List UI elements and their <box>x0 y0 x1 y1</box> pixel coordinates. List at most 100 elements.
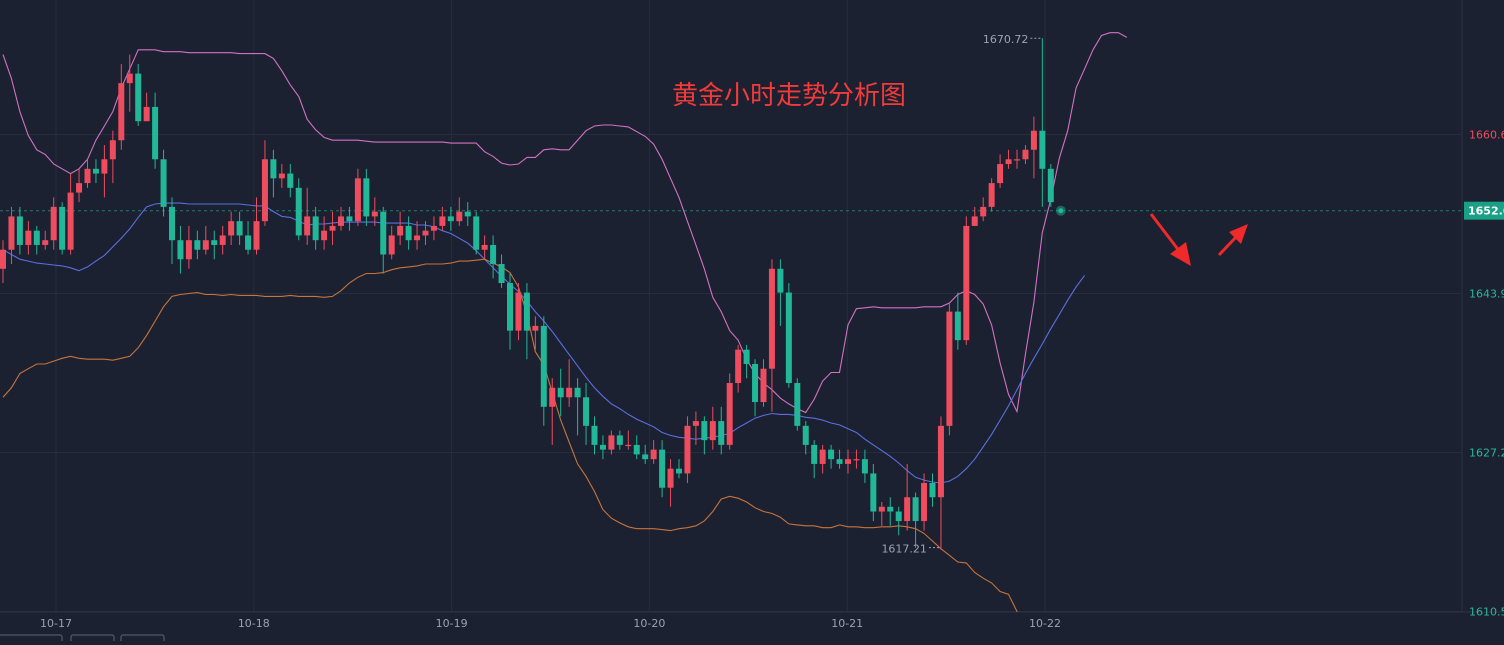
candle-body <box>439 216 446 226</box>
candle-body <box>321 230 328 241</box>
candle-body <box>650 449 657 460</box>
x-tick-label: 10-20 <box>633 617 665 630</box>
candle-body <box>633 444 640 455</box>
candle-body <box>143 106 150 122</box>
candle-body <box>599 444 606 450</box>
candle-body <box>819 449 826 464</box>
x-tick-label: 10-18 <box>238 617 270 630</box>
candle-body <box>312 216 319 241</box>
candle-body <box>1014 159 1020 161</box>
candle-body <box>861 459 868 474</box>
low-price-label: 1617.21 <box>881 543 927 556</box>
candle-body <box>202 240 209 250</box>
candle-body <box>456 211 463 222</box>
candle-body <box>0 249 6 269</box>
candle-body <box>954 311 961 341</box>
candle-body <box>194 240 201 250</box>
candle-body <box>76 183 83 193</box>
grid-lines <box>0 0 1504 613</box>
candle-body <box>1030 130 1037 150</box>
candle-body <box>354 178 361 222</box>
up-arrow-icon <box>1217 224 1248 257</box>
candle-body <box>1022 149 1029 160</box>
candles <box>0 38 1054 550</box>
candle-body <box>261 159 268 222</box>
candle-body <box>414 235 421 241</box>
candle-body <box>845 459 851 464</box>
candle-body <box>253 221 260 250</box>
candle-body <box>101 159 108 174</box>
candle-body <box>591 425 598 445</box>
candle-body <box>760 368 767 403</box>
candle-body <box>59 206 66 250</box>
candle-body <box>752 363 759 403</box>
candle-body <box>126 73 133 84</box>
candle-body <box>785 292 792 384</box>
candle-body <box>295 187 302 236</box>
candle-body <box>507 283 513 331</box>
candle-body <box>828 449 835 460</box>
candle-body <box>329 225 336 231</box>
candle-body <box>1005 159 1012 165</box>
y-tick-label: 1643.9 <box>1469 288 1504 301</box>
candle-body <box>33 230 40 245</box>
candle-body <box>642 454 649 460</box>
candle-body <box>549 387 556 407</box>
candle-body <box>870 473 877 512</box>
x-tick-label: 10-21 <box>831 617 863 630</box>
candle-body <box>287 173 294 188</box>
candle-body <box>836 459 843 464</box>
candle-body <box>67 192 74 250</box>
candle-body <box>988 183 995 207</box>
candle-body <box>676 468 682 474</box>
candle-body <box>887 506 894 512</box>
candle-body <box>616 435 623 445</box>
x-tick-label: 10-19 <box>436 617 468 630</box>
candle-body <box>236 221 243 236</box>
candle-body <box>701 421 708 441</box>
candle-body <box>937 425 944 498</box>
candle-body <box>811 444 818 464</box>
candle-body <box>25 230 32 245</box>
candle-body <box>160 159 167 207</box>
candle-body <box>152 106 159 160</box>
candle-body <box>929 482 936 498</box>
candle-body <box>912 497 919 522</box>
candle-body <box>971 216 978 226</box>
chart-title: 黄金小时走势分析图 <box>672 81 906 111</box>
price-markers: 1670.72 1617.21 <box>881 33 1066 556</box>
candle-body <box>709 421 716 441</box>
candle-body <box>84 168 91 184</box>
candle-body <box>346 216 353 222</box>
candle-body <box>8 216 15 250</box>
candle-body <box>726 383 733 445</box>
candle-body <box>388 235 395 255</box>
candle-body <box>523 292 530 331</box>
candle-body <box>608 435 615 450</box>
y-tick-label: 1660.6 <box>1469 129 1504 142</box>
candle-body <box>380 211 387 255</box>
candle-body <box>692 421 699 426</box>
candle-body <box>169 206 175 241</box>
axes: 1610.5 1627.2 1643.9 1660.6 10-17 10-18 10-19 1… <box>40 129 1504 630</box>
candle-body <box>743 349 750 364</box>
candle-body <box>684 425 691 474</box>
candle-body <box>921 482 928 522</box>
candle-body <box>397 225 404 236</box>
high-price-label: 1670.72 <box>983 33 1029 46</box>
candle-body <box>574 387 581 398</box>
candle-body <box>583 397 590 426</box>
candle-body <box>228 221 235 236</box>
candle-body <box>718 421 725 445</box>
candle-body <box>490 244 497 265</box>
bollinger-upper-line <box>2 32 1128 414</box>
candle-body <box>980 206 987 217</box>
candle-body <box>1047 168 1054 203</box>
candle-body <box>794 383 801 426</box>
candle-body <box>853 459 860 461</box>
down-arrow-icon <box>1149 213 1191 266</box>
candle-body <box>135 73 142 122</box>
